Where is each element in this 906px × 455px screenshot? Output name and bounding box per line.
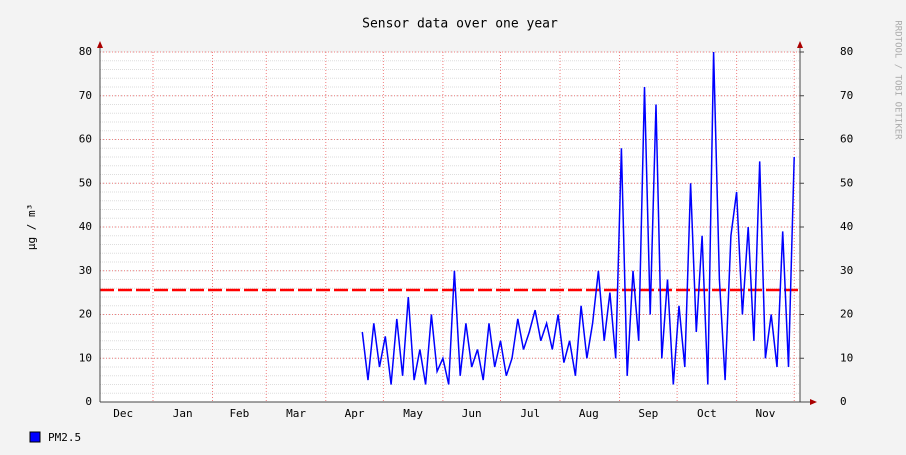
- x-tick-label: May: [403, 407, 423, 420]
- axis-arrow: [797, 41, 803, 48]
- y-tick-label: 0: [85, 395, 92, 408]
- x-tick-label: Aug: [579, 407, 599, 420]
- y-axis-label: µg / m³: [25, 204, 38, 250]
- data-line: [361, 51, 795, 385]
- x-tick-label: Sep: [638, 407, 658, 420]
- watermark: RRDTOOL / TOBI OETIKER: [893, 20, 903, 140]
- x-tick-label: Jun: [462, 407, 482, 420]
- y-tick-label: 20: [79, 308, 92, 321]
- y-tick-label: 10: [79, 351, 92, 364]
- axis-arrow: [97, 41, 103, 48]
- y-tick-label: 40: [79, 220, 92, 233]
- y2-tick-label: 80: [840, 45, 853, 58]
- axis-arrow: [810, 399, 817, 405]
- y-tick-label: 30: [79, 264, 92, 277]
- y2-tick-label: 30: [840, 264, 853, 277]
- legend-swatch: [29, 431, 41, 443]
- y2-tick-label: 10: [840, 351, 853, 364]
- x-tick-label: Jan: [173, 407, 193, 420]
- y2-tick-label: 70: [840, 89, 853, 102]
- y-tick-label: 60: [79, 133, 92, 146]
- x-tick-label: Apr: [345, 407, 365, 420]
- x-tick-label: Feb: [229, 407, 249, 420]
- y2-tick-label: 0: [840, 395, 847, 408]
- x-tick-label: Dec: [113, 407, 133, 420]
- x-tick-label: Jul: [520, 407, 540, 420]
- y-tick-label: 70: [79, 89, 92, 102]
- marks: [100, 51, 800, 385]
- y-tick-label: 50: [79, 176, 92, 189]
- y-tick-label: 80: [79, 45, 92, 58]
- x-tick-label: Nov: [756, 407, 776, 420]
- x-tick-label: Oct: [697, 407, 717, 420]
- y2-tick-label: 60: [840, 133, 853, 146]
- y2-tick-label: 40: [840, 220, 853, 233]
- chart-title: Sensor data over one year: [362, 17, 558, 32]
- y2-tick-label: 50: [840, 176, 853, 189]
- y2-tick-label: 20: [840, 308, 853, 321]
- legend-label: PM2.5: [48, 431, 81, 444]
- x-tick-label: Mar: [286, 407, 306, 420]
